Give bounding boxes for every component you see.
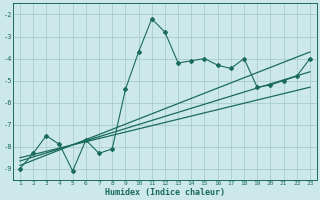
X-axis label: Humidex (Indice chaleur): Humidex (Indice chaleur) — [105, 188, 225, 197]
